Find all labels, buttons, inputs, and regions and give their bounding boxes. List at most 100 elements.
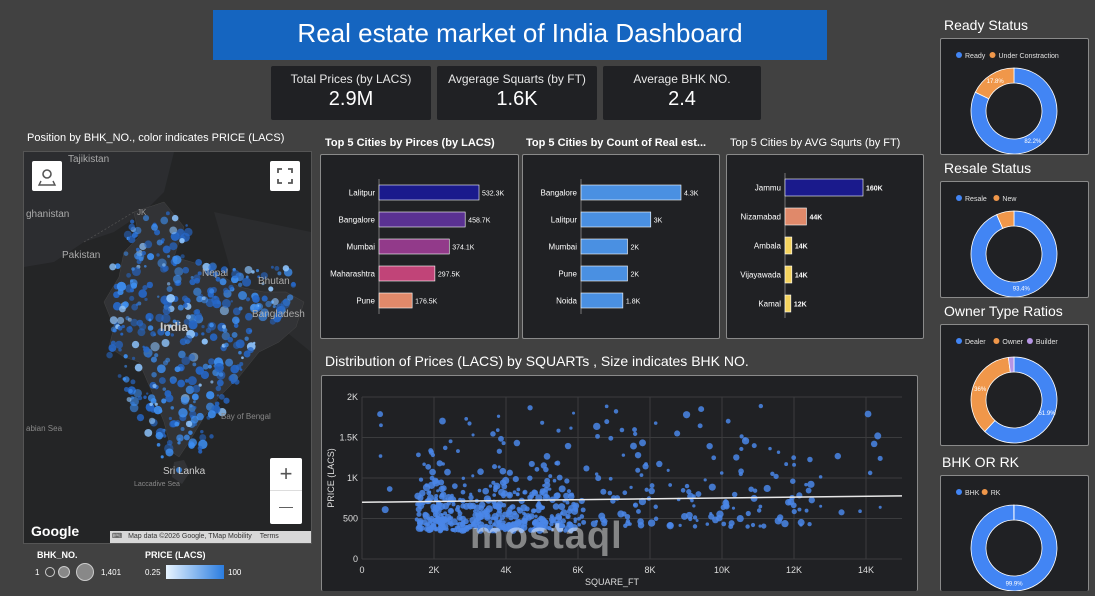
scatter-point	[764, 485, 771, 492]
map-bubble	[156, 253, 159, 256]
scatter-point	[704, 478, 707, 481]
bar-category-label: Mumbai	[347, 243, 376, 252]
map-bubble	[175, 366, 181, 372]
scatter-point	[513, 476, 519, 482]
scatter-point	[706, 443, 712, 449]
scatter-point	[553, 503, 560, 510]
bar-category-label: Nizamabad	[741, 213, 781, 222]
legend-marker	[993, 338, 999, 344]
bar	[581, 293, 623, 308]
map-panel[interactable]: Tajikistan ghanistan JK Pakistan Nepal B…	[23, 151, 312, 544]
map-bubble	[124, 354, 128, 358]
price-legend-gradient	[166, 565, 224, 579]
scatter-point	[538, 505, 544, 511]
map-bubble	[202, 338, 208, 344]
bar-category-label: Vijayawada	[740, 271, 781, 280]
scatter-point	[757, 508, 761, 512]
zoom-out-button[interactable]: —	[270, 490, 302, 523]
map-bubble	[162, 263, 165, 266]
scatter-point	[743, 437, 746, 440]
map-bubble	[210, 333, 218, 341]
map-bubble	[219, 394, 225, 400]
map-bubble	[126, 273, 131, 278]
scatter-point	[461, 490, 466, 495]
bar-category-label: Jammu	[755, 184, 781, 193]
scatter-point	[377, 411, 383, 417]
x-tick-label: 4K	[500, 565, 511, 575]
scatter-point	[500, 468, 507, 475]
kpi-label: Avgerage Squarts (by FT)	[437, 72, 597, 86]
scatter-point	[600, 489, 606, 495]
kpi-average-squarts: Avgerage Squarts (by FT) 1.6K	[437, 66, 597, 120]
legend-marker	[956, 195, 962, 201]
scatter-point	[460, 516, 466, 522]
map-bubble	[210, 380, 213, 383]
map-bubble	[148, 394, 155, 401]
scatter-point	[433, 505, 437, 509]
scatter-point	[417, 518, 423, 524]
scatter-point	[442, 462, 445, 465]
legend-label: Builder	[1036, 339, 1058, 346]
scatter-point	[529, 461, 535, 467]
bar-value-label: 14K	[795, 244, 808, 251]
scatter-point	[482, 488, 489, 495]
scatter-point	[604, 419, 609, 424]
map-title: Position by BHK_NO., color indicates PRI…	[27, 132, 284, 144]
bhk-legend-large-circle	[76, 563, 94, 581]
scatter-point	[593, 423, 600, 430]
price-legend-min: 0.25	[145, 568, 161, 577]
map-label-bangladesh: Bangladesh	[252, 309, 305, 320]
map-bubble	[152, 384, 156, 388]
map-bubble	[195, 309, 201, 315]
donut-slice-label: 36%	[974, 387, 987, 393]
map-label-laccadive: Laccadive Sea	[134, 481, 180, 488]
scatter-point	[436, 489, 439, 492]
price-legend-max: 100	[228, 568, 241, 577]
map-bubble	[156, 432, 164, 440]
fullscreen-button[interactable]	[270, 161, 300, 191]
map-bubble	[209, 289, 214, 294]
scatter-point	[720, 471, 724, 475]
scatter-point	[502, 490, 508, 496]
map-bubble	[172, 215, 179, 222]
scatter-point	[679, 524, 682, 527]
map-bubble	[171, 406, 174, 409]
scatter-point	[775, 517, 782, 524]
scatter-point	[565, 443, 571, 449]
y-tick-label: 0	[353, 554, 358, 564]
scatter-point	[693, 515, 697, 519]
scatter-point	[459, 527, 466, 534]
bar	[581, 239, 628, 254]
bar	[379, 212, 465, 227]
scatter-point	[456, 449, 460, 453]
scatter-point	[681, 513, 688, 520]
map-bubble	[184, 228, 192, 236]
locate-button[interactable]	[32, 161, 62, 191]
map-bubble	[224, 343, 229, 348]
zoom-in-button[interactable]: +	[270, 458, 302, 490]
map-bubble	[184, 434, 190, 440]
map-bubble	[124, 251, 129, 256]
bar-value-label: 1.8K	[626, 299, 641, 306]
map-bubble	[256, 269, 259, 272]
scatter-point	[608, 491, 613, 496]
scatter-point	[471, 474, 474, 477]
map-bubble	[163, 434, 166, 437]
map-bubble	[139, 257, 144, 262]
map-bubble	[172, 255, 181, 264]
bar-value-label: 374.1K	[452, 245, 475, 252]
map-bubble	[181, 397, 189, 405]
map-bubble	[220, 278, 227, 285]
legend-label: Dealer	[965, 339, 986, 346]
map-bubble	[227, 337, 233, 343]
scatter-point	[674, 430, 680, 436]
scatter-point	[728, 524, 733, 529]
map-bubble	[117, 317, 124, 324]
map-bubble	[246, 276, 249, 279]
terms-link[interactable]: Terms	[260, 533, 279, 540]
donut-4-title: BHK OR RK	[942, 454, 1019, 470]
